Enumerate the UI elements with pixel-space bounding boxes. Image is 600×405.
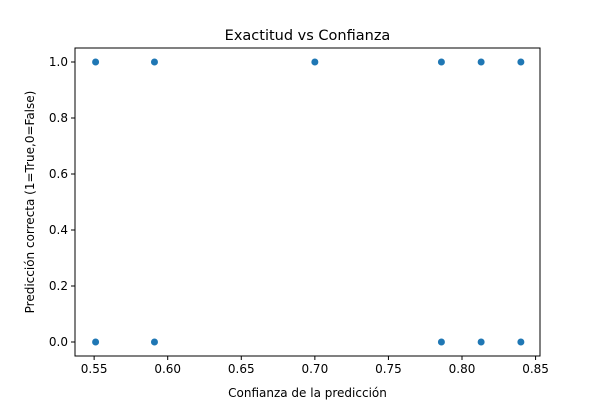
- x-tick-label: 0.80: [449, 362, 476, 376]
- plot-area: 0.55 0.60 0.65 0.70 0.75 0.80 0.85 0.00.20.40.…: [49, 47, 549, 376]
- y-axis-label: Predicción correcta (1=True,0=False): [23, 91, 37, 314]
- data-point: [150, 58, 158, 66]
- x-tick-label: 0.70: [301, 362, 328, 376]
- y-tick-label: 0.0: [49, 335, 68, 349]
- data-point: [437, 338, 445, 346]
- y-tick-label: 0.4: [49, 223, 68, 237]
- x-tick-label: 0.55: [81, 362, 108, 376]
- data-point: [517, 338, 525, 346]
- axes-frame: [74, 47, 541, 357]
- data-point: [477, 58, 485, 66]
- chart-title: Exactitud vs Confianza: [225, 28, 391, 44]
- y-tick-label: 0.2: [49, 279, 68, 293]
- x-tick-label: 0.60: [154, 362, 181, 376]
- data-point: [92, 58, 100, 66]
- data-point: [92, 338, 100, 346]
- y-axis-ticks: 0.0 0.2 0.4 0.6 0.8 1.0: [49, 55, 75, 349]
- y-tick-label: 0.8: [49, 111, 68, 125]
- x-tick-label: 0.85: [522, 362, 549, 376]
- data-point: [437, 58, 445, 66]
- x-axis-label: Confianza de la predicción: [228, 386, 387, 400]
- data-point: [517, 58, 525, 66]
- data-point: [311, 58, 319, 66]
- y-tick-label: 1.0: [49, 55, 68, 69]
- x-tick-label: 0.65: [228, 362, 255, 376]
- y-tick-label: 0.6: [49, 167, 68, 181]
- data-points: [92, 58, 525, 346]
- x-axis-ticks: 0.55 0.60 0.65 0.70 0.75 0.80 0.85: [81, 356, 549, 376]
- data-point: [477, 338, 485, 346]
- x-tick-label: 0.75: [375, 362, 402, 376]
- data-point: [150, 338, 158, 346]
